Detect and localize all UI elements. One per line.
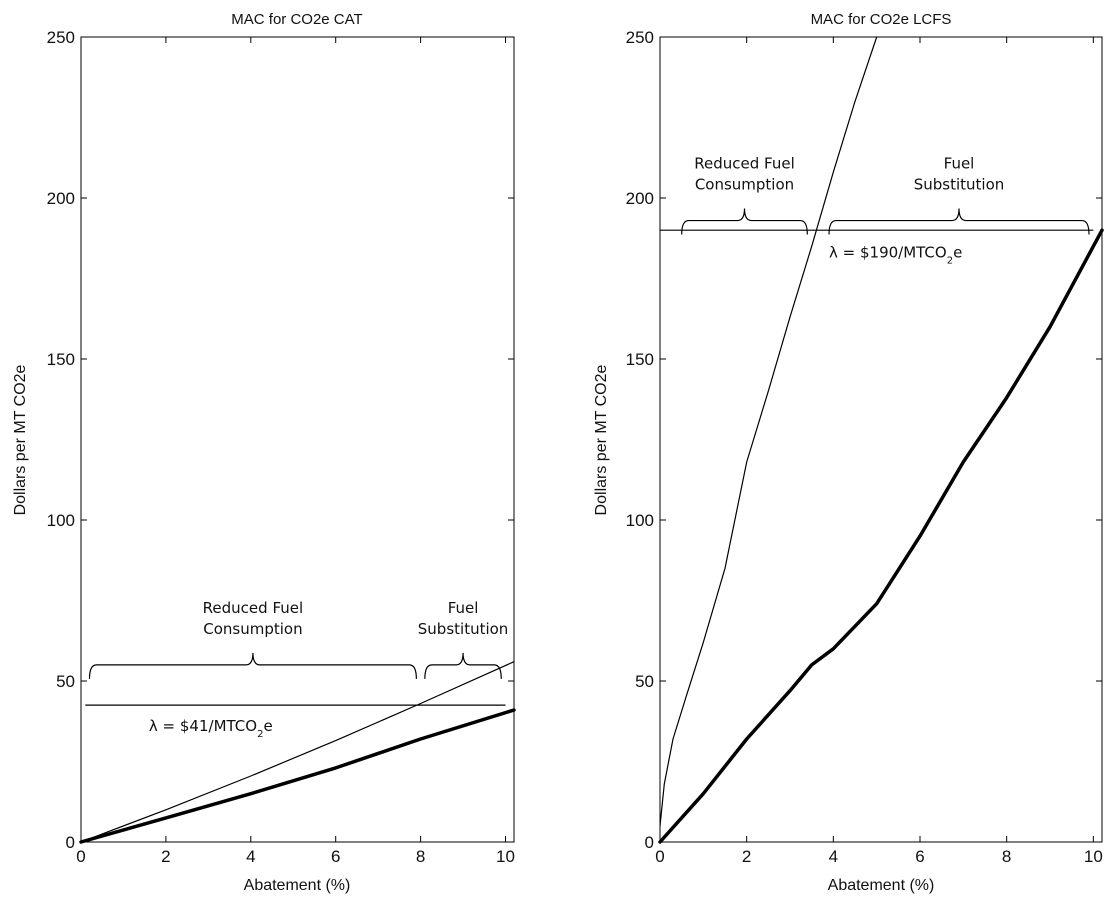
y-tick-label: 200 (47, 189, 75, 208)
x-tick-label: 6 (331, 847, 340, 866)
data-marks (79, 661, 516, 844)
brace-label: Substitution (418, 620, 509, 638)
y-tick-label: 150 (626, 350, 654, 369)
x-tick-label: 8 (416, 847, 425, 866)
brace-label: Consumption (203, 620, 302, 638)
y-tick-label: 50 (56, 672, 75, 691)
chart-panel-lcfs: MAC for CO2e LCFS Abatement (%) Dollars … (593, 11, 1104, 894)
data-marks (658, 36, 1104, 844)
x-axis-label: Abatement (%) (828, 877, 935, 894)
y-tick-label: 100 (47, 511, 75, 530)
plot-frame (80, 36, 515, 843)
y-tick-label: 0 (645, 833, 654, 852)
x-tick-label: 6 (915, 847, 924, 866)
brace-mark (424, 652, 502, 679)
y-tick-label: 150 (47, 350, 75, 369)
y-tick-label: 250 (47, 28, 75, 47)
series-line-thin (659, 36, 878, 827)
brace-label: Consumption (695, 176, 794, 194)
brace-label: Fuel (448, 599, 479, 617)
y-axis-label: Dollars per MT CO2e (593, 364, 610, 515)
plot-frame (659, 36, 1103, 843)
series-line-thick (79, 708, 516, 844)
x-tick-label: 4 (246, 847, 255, 866)
lambda-label: λ = $190/MTCO2e (829, 244, 962, 267)
y-tick-label: 0 (66, 833, 75, 852)
y-tick-label: 100 (626, 511, 654, 530)
x-tick-label: 2 (742, 847, 751, 866)
chart-title: MAC for CO2e LCFS (811, 11, 952, 28)
x-tick-label: 10 (496, 847, 515, 866)
brace-mark (681, 208, 808, 235)
series-line-thin (80, 661, 515, 843)
y-tick-label: 250 (626, 28, 654, 47)
brace-label: Fuel (944, 155, 975, 173)
y-tick-label: 50 (635, 672, 654, 691)
brace-label: Reduced Fuel (694, 155, 794, 173)
y-axis-label: Dollars per MT CO2e (12, 364, 29, 515)
brace-mark (88, 652, 417, 679)
x-tick-label: 0 (76, 847, 85, 866)
brace-label: Reduced Fuel (203, 599, 303, 617)
x-tick-label: 8 (1002, 847, 1011, 866)
x-tick-label: 0 (655, 847, 664, 866)
annotations: λ = $41/MTCO2e Reduced Fuel Consumption Fue… (85, 599, 508, 740)
chart-title: MAC for CO2e CAT (231, 11, 362, 28)
x-tick-label: 4 (829, 847, 838, 866)
x-axis-label: Abatement (%) (244, 877, 351, 894)
annotations: λ = $190/MTCO2e Reduced Fuel Consumption Fu… (660, 155, 1094, 267)
chart-panel-cat: MAC for CO2e CAT Abatement (%) Dollars p… (12, 11, 516, 894)
series-line-thick (658, 228, 1104, 844)
x-tick-label: 2 (161, 847, 170, 866)
lambda-label: λ = $41/MTCO2e (149, 717, 273, 740)
x-tick-label: 10 (1084, 847, 1103, 866)
y-tick-label: 200 (626, 189, 654, 208)
brace-label: Substitution (914, 176, 1005, 194)
brace-mark (828, 208, 1090, 235)
